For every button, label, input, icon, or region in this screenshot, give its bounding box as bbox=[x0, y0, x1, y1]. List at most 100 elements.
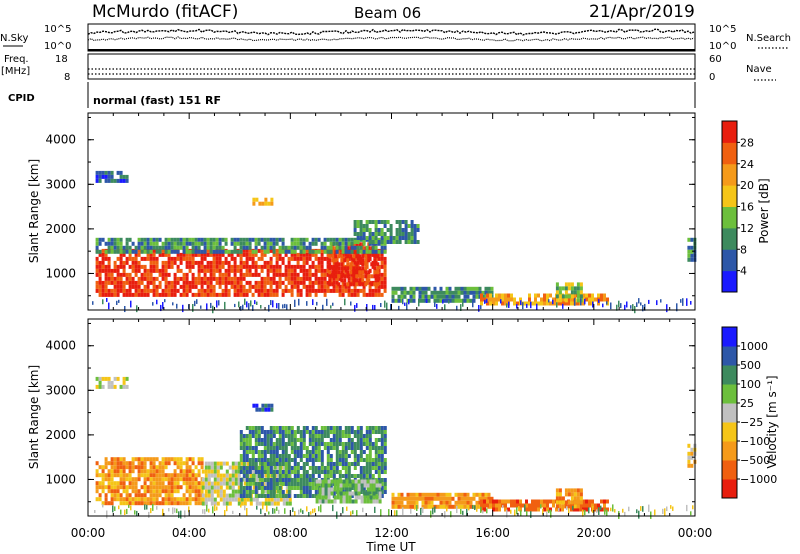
heatmap-cell bbox=[284, 288, 288, 293]
heatmap-cell bbox=[610, 302, 612, 310]
heatmap-cell bbox=[321, 483, 325, 488]
colorbar-swatch bbox=[722, 121, 737, 143]
heatmap-cell bbox=[354, 487, 358, 492]
heatmap-cell bbox=[394, 298, 398, 303]
heatmap-cell bbox=[252, 497, 256, 502]
heatmap-cell bbox=[212, 264, 216, 269]
heatmap-cell bbox=[368, 454, 372, 458]
heatmap-cell bbox=[278, 249, 282, 254]
heatmap-cell bbox=[543, 507, 546, 512]
heatmap-cell bbox=[480, 301, 483, 306]
heatmap-cell bbox=[327, 483, 331, 488]
heatmap-cell bbox=[356, 256, 360, 261]
heatmap-cell bbox=[361, 262, 365, 267]
heatmap-cell bbox=[484, 290, 488, 295]
heatmap-cell bbox=[137, 465, 141, 470]
heatmap-cell bbox=[152, 292, 156, 297]
heatmap-cell bbox=[415, 492, 419, 497]
heatmap-cell bbox=[107, 241, 111, 246]
heatmap-cell bbox=[260, 482, 264, 486]
heatmap-cell bbox=[407, 232, 411, 236]
heatmap-cell bbox=[377, 458, 381, 462]
heatmap-cell bbox=[248, 438, 252, 442]
heatmap-cell bbox=[270, 473, 274, 478]
heatmap-cell bbox=[260, 466, 264, 470]
heatmap-cell bbox=[158, 245, 162, 250]
heatmap-cell bbox=[573, 290, 577, 295]
heatmap-cell bbox=[302, 249, 306, 254]
heatmap-cell bbox=[149, 288, 153, 293]
heatmap-cell bbox=[242, 438, 246, 442]
heatmap-cell bbox=[555, 496, 559, 501]
heatmap-cell bbox=[353, 474, 357, 478]
heatmap-cell bbox=[191, 276, 195, 281]
heatmap-cell bbox=[210, 302, 212, 309]
heatmap-cell bbox=[143, 465, 147, 470]
heatmap-cell bbox=[394, 504, 398, 509]
heatmap-cell bbox=[167, 241, 171, 246]
heatmap-cell bbox=[107, 292, 111, 297]
heatmap-cell bbox=[317, 256, 321, 261]
heatmap-cell bbox=[654, 509, 656, 516]
heatmap-cell bbox=[302, 284, 306, 289]
heatmap-cell bbox=[346, 506, 348, 511]
heatmap-cell bbox=[352, 266, 356, 271]
heatmap-cell bbox=[466, 496, 470, 501]
heatmap-cell bbox=[350, 442, 354, 446]
heatmap-cell bbox=[263, 446, 267, 450]
heatmap-cell bbox=[284, 508, 286, 514]
heatmap-cell bbox=[281, 292, 285, 297]
heatmap-cell bbox=[368, 280, 372, 285]
heatmap-cell bbox=[188, 249, 192, 254]
heatmap-cell bbox=[483, 507, 486, 512]
heatmap-cell bbox=[266, 470, 270, 474]
station-title: McMurdo (fitACF) bbox=[92, 2, 238, 22]
heatmap-cell bbox=[231, 497, 235, 502]
heatmap-cell bbox=[158, 249, 162, 254]
heatmap-cell bbox=[278, 268, 282, 273]
heatmap-cell bbox=[179, 241, 183, 246]
heatmap-cell bbox=[201, 485, 205, 490]
heatmap-cell bbox=[206, 276, 210, 281]
heatmap-cell bbox=[354, 495, 358, 500]
heatmap-cell bbox=[248, 434, 252, 438]
heatmap-cell bbox=[101, 292, 105, 297]
heatmap-cell bbox=[152, 280, 156, 285]
heatmap-cell bbox=[407, 240, 411, 244]
heatmap-cell bbox=[347, 474, 351, 478]
heatmap-cell bbox=[347, 462, 351, 466]
heatmap-cell bbox=[340, 258, 344, 263]
heatmap-cell bbox=[98, 264, 102, 269]
heatmap-cell bbox=[257, 241, 261, 246]
heatmap-cell bbox=[299, 458, 303, 462]
heatmap-cell bbox=[487, 286, 491, 291]
heatmap-cell bbox=[556, 302, 558, 308]
heatmap-cell bbox=[293, 252, 297, 257]
heatmap-cell bbox=[251, 264, 255, 269]
heatmap-cell bbox=[299, 478, 303, 482]
heatmap-cell bbox=[254, 462, 258, 466]
heatmap-cell bbox=[323, 245, 327, 250]
heatmap-cell bbox=[490, 290, 494, 295]
heatmap-cell bbox=[562, 303, 564, 309]
heatmap-cell bbox=[238, 301, 240, 308]
heatmap-cell bbox=[113, 376, 117, 381]
heatmap-cell bbox=[380, 509, 382, 517]
heatmap-cell bbox=[281, 450, 285, 454]
heatmap-cell bbox=[206, 292, 210, 297]
heatmap-cell bbox=[107, 380, 111, 385]
heatmap-cell bbox=[191, 284, 195, 289]
heatmap-cell bbox=[345, 499, 349, 504]
heatmap-cell bbox=[338, 430, 342, 434]
heatmap-cell bbox=[197, 489, 201, 494]
heatmap-cell bbox=[118, 299, 120, 303]
heatmap-cell bbox=[215, 268, 219, 273]
heatmap-cell bbox=[137, 473, 141, 478]
heatmap-cell bbox=[299, 268, 303, 273]
heatmap-cell bbox=[98, 260, 102, 265]
heatmap-cell bbox=[114, 506, 116, 511]
heatmap-cell bbox=[380, 252, 384, 257]
heatmap-cell bbox=[690, 447, 694, 452]
heatmap-cell bbox=[463, 496, 467, 501]
heatmap-cell bbox=[680, 299, 682, 303]
